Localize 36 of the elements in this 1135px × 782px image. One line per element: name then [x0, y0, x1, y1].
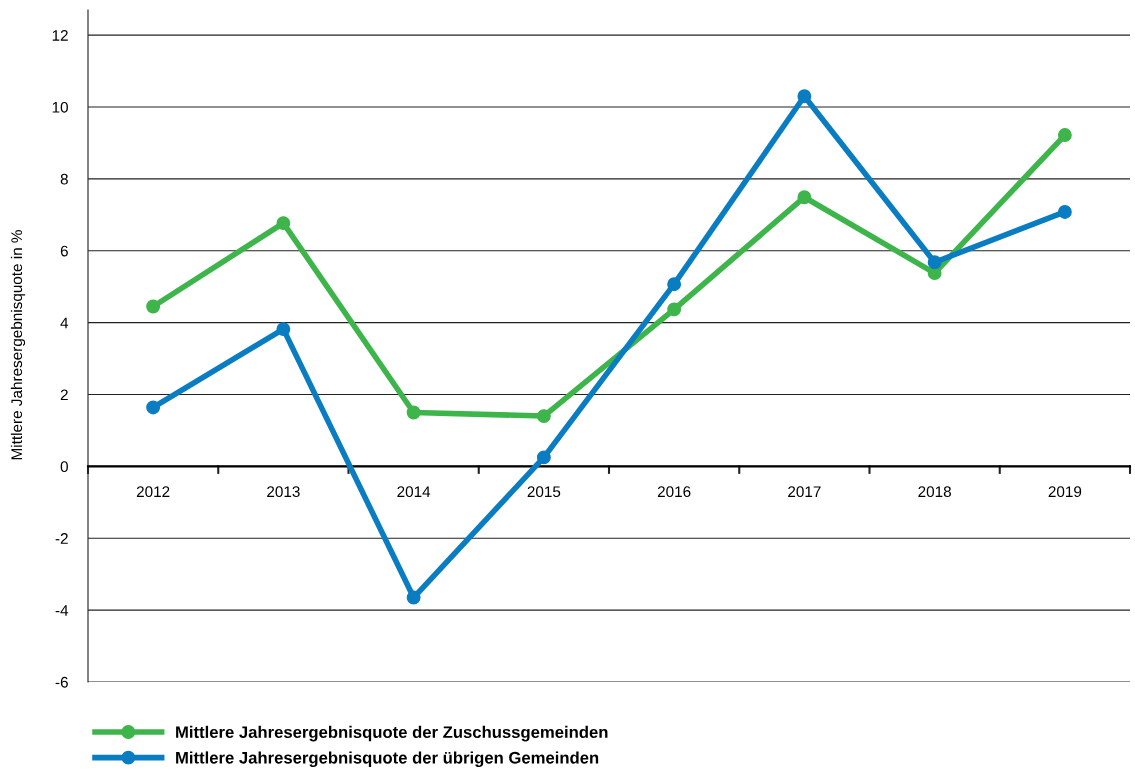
point: [1057, 205, 1072, 219]
point: [406, 405, 421, 420]
x-tick-label: 2015: [527, 486, 561, 498]
point: [797, 89, 812, 104]
point: [276, 322, 291, 337]
point: [146, 299, 161, 314]
legend-label: Mittlere Jahresergebnisquote der übrigen Gemeinden: [176, 751, 599, 767]
y-axis-title: Mittlere Jahresergebnisquote in %: [10, 230, 26, 460]
legend-label: Mittlere Jahresergebnisquote der Zuschussgemeinden: [176, 725, 608, 742]
point: [146, 400, 161, 415]
y-tick-label: 0: [60, 461, 68, 473]
y-tick-label: 10: [52, 101, 68, 113]
x-tick-label: 2012: [136, 486, 170, 498]
x-tick-label: 2018: [918, 486, 951, 498]
y-tick-label: 12: [52, 30, 68, 41]
y-tick-label: 2: [60, 389, 68, 401]
y-tick-label: -6: [55, 676, 68, 688]
y-tick-label: -4: [55, 605, 69, 616]
y-tick-label: -2: [55, 533, 68, 544]
x-tick-label: 2017: [788, 486, 821, 498]
point: [927, 255, 942, 270]
x-tick-label: 2016: [657, 486, 691, 498]
point: [667, 277, 682, 292]
point: [1057, 128, 1072, 143]
point: [536, 409, 551, 424]
point: [406, 590, 421, 605]
x-tick-label: 2019: [1048, 486, 1082, 498]
x-tick-label: 2014: [397, 486, 431, 498]
x-tick-label: 2013: [267, 486, 300, 498]
point: [276, 216, 291, 231]
point: [797, 190, 812, 205]
y-tick-label: 6: [60, 245, 68, 257]
point: [667, 302, 682, 317]
point: [536, 450, 551, 465]
y-tick-label: 4: [60, 317, 69, 329]
y-tick-label: 8: [60, 173, 68, 185]
